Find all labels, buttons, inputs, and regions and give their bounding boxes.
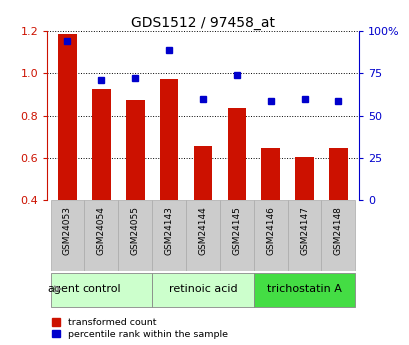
Text: GSM24053: GSM24053 xyxy=(63,206,72,255)
Text: GSM24054: GSM24054 xyxy=(97,206,106,255)
Text: agent: agent xyxy=(48,284,80,294)
Text: retinoic acid: retinoic acid xyxy=(168,284,237,294)
Bar xyxy=(84,200,118,271)
Bar xyxy=(328,148,347,200)
Text: control: control xyxy=(82,284,120,294)
Bar xyxy=(287,200,321,271)
Bar xyxy=(193,146,212,200)
Legend: transformed count, percentile rank within the sample: transformed count, percentile rank withi… xyxy=(52,318,227,338)
Text: GSM24145: GSM24145 xyxy=(232,206,241,255)
Bar xyxy=(58,34,76,200)
Text: GSM24148: GSM24148 xyxy=(333,206,342,255)
Bar xyxy=(50,273,152,307)
Text: GSM24143: GSM24143 xyxy=(164,206,173,255)
Bar xyxy=(227,108,245,200)
Bar xyxy=(186,200,219,271)
Text: GSM24144: GSM24144 xyxy=(198,206,207,255)
Title: GDS1512 / 97458_at: GDS1512 / 97458_at xyxy=(130,16,274,30)
Bar xyxy=(219,200,253,271)
Bar xyxy=(321,200,355,271)
Bar xyxy=(294,157,313,200)
Text: trichostatin A: trichostatin A xyxy=(267,284,341,294)
Bar xyxy=(92,89,110,200)
Bar xyxy=(261,148,279,200)
Bar xyxy=(152,273,253,307)
Bar xyxy=(160,79,178,200)
Text: GSM24055: GSM24055 xyxy=(130,206,139,255)
Text: GSM24147: GSM24147 xyxy=(299,206,308,255)
Bar xyxy=(50,200,84,271)
Bar xyxy=(126,100,144,200)
Text: GSM24146: GSM24146 xyxy=(265,206,274,255)
Bar xyxy=(118,200,152,271)
Bar xyxy=(253,200,287,271)
Bar xyxy=(152,200,186,271)
Bar xyxy=(253,273,355,307)
